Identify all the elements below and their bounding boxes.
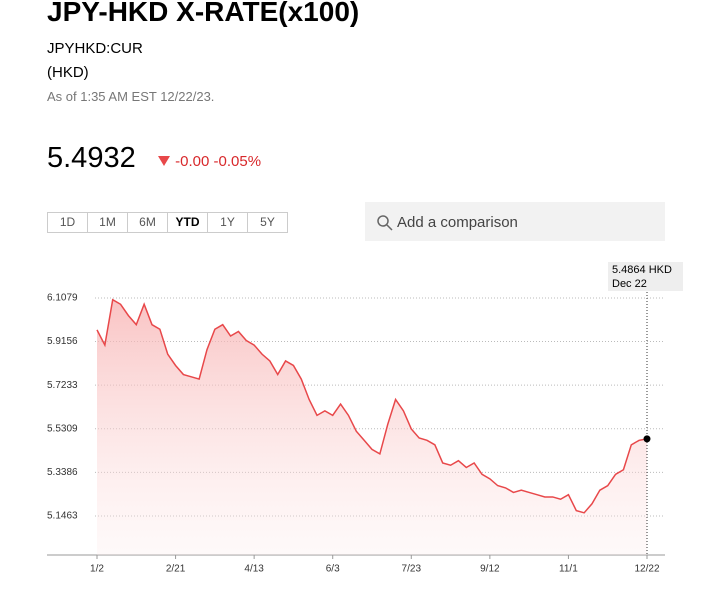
down-arrow — [158, 156, 170, 166]
price: 5.4932 — [47, 142, 136, 174]
tooltip-date: Dec 22 — [612, 278, 647, 290]
y-tick-label: 5.1463 — [47, 511, 78, 522]
change: -0.00 -0.05% — [157, 153, 261, 170]
range-button[interactable]: 6M — [127, 212, 168, 233]
last-point — [643, 435, 651, 443]
x-tick-label: 4/13 — [244, 564, 264, 575]
y-tick-label: 5.3386 — [47, 467, 78, 478]
x-tick-label: 12/22 — [634, 564, 659, 575]
y-tick-label: 6.1079 — [47, 293, 78, 304]
x-tick-label: 7/23 — [402, 564, 422, 575]
x-tick-label: 6/3 — [326, 564, 340, 575]
range-button[interactable]: 1D — [47, 212, 88, 233]
ticker: JPYHKD:CUR — [47, 40, 143, 57]
range-buttons: 1D 1M 6M YTD 1Y 5Y — [47, 212, 288, 233]
change-value: -0.00 — [175, 153, 210, 170]
x-tick-label: 11/1 — [559, 564, 578, 575]
line — [96, 298, 648, 514]
area — [97, 299, 647, 555]
as-of: As of 1:35 AM EST 12/22/23. — [47, 89, 215, 104]
y-tick-label: 5.5309 — [47, 423, 78, 434]
search-icon — [377, 215, 393, 231]
currency: (HKD) — [47, 64, 89, 81]
tooltip-value: 5.4864 HKD — [612, 264, 672, 276]
range-button[interactable]: 1M — [87, 212, 128, 233]
change-pct: -0.05% — [213, 153, 262, 170]
title: JPY-HKD X-RATE(x100) — [47, 0, 360, 27]
range-button[interactable]: YTD — [167, 212, 208, 233]
x-tick-label: 2/21 — [166, 564, 186, 575]
y-tick-label: 5.7233 — [47, 380, 78, 391]
search-placeholder: Add a comparison — [397, 214, 518, 231]
tooltip-box — [608, 262, 683, 291]
range-button[interactable]: 5Y — [247, 212, 288, 233]
range-button[interactable]: 1Y — [207, 212, 248, 233]
y-tick-label: 5.9156 — [47, 336, 78, 347]
x-tick-label: 1/2 — [90, 564, 104, 575]
x-tick-label: 9/12 — [480, 564, 500, 575]
search-box[interactable]: Add a comparison — [365, 202, 665, 241]
